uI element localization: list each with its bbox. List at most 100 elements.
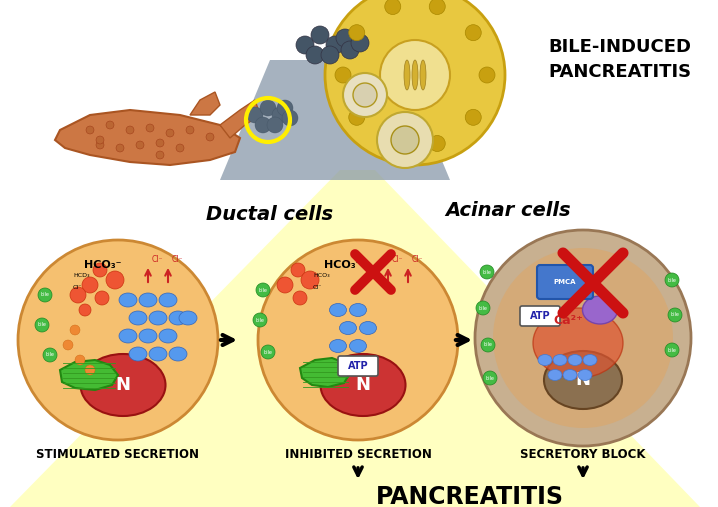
FancyBboxPatch shape	[338, 356, 378, 376]
Circle shape	[18, 240, 218, 440]
Ellipse shape	[583, 354, 597, 366]
Polygon shape	[60, 360, 118, 390]
Circle shape	[253, 313, 267, 327]
Circle shape	[256, 283, 270, 297]
Circle shape	[465, 25, 481, 41]
Circle shape	[483, 371, 497, 385]
Ellipse shape	[129, 347, 147, 361]
Circle shape	[465, 110, 481, 125]
Circle shape	[480, 265, 494, 279]
Circle shape	[391, 126, 419, 154]
Ellipse shape	[538, 354, 552, 366]
Circle shape	[86, 126, 94, 134]
Text: PMCA: PMCA	[554, 279, 577, 285]
Ellipse shape	[149, 311, 167, 325]
Text: INHIBITED SECRETION: INHIBITED SECRETION	[284, 449, 432, 461]
Ellipse shape	[582, 296, 617, 324]
Ellipse shape	[320, 354, 406, 416]
Text: PANCREATITIS: PANCREATITIS	[376, 485, 564, 507]
Circle shape	[75, 355, 85, 365]
Circle shape	[377, 112, 433, 168]
Text: bile: bile	[483, 343, 493, 347]
Circle shape	[293, 291, 307, 305]
Text: bile: bile	[256, 317, 264, 322]
Ellipse shape	[119, 329, 137, 343]
Circle shape	[70, 287, 86, 303]
FancyBboxPatch shape	[520, 306, 560, 326]
Circle shape	[70, 325, 80, 335]
Circle shape	[63, 340, 73, 350]
Text: Cl⁻: Cl⁻	[172, 255, 184, 264]
Circle shape	[476, 301, 490, 315]
Text: bile: bile	[264, 349, 272, 354]
Text: HCO₃⁻: HCO₃⁻	[84, 260, 122, 270]
Circle shape	[326, 36, 344, 54]
Circle shape	[258, 240, 458, 440]
Ellipse shape	[149, 347, 167, 361]
Ellipse shape	[169, 347, 187, 361]
Ellipse shape	[129, 311, 147, 325]
Circle shape	[351, 34, 369, 52]
Circle shape	[341, 41, 359, 59]
Ellipse shape	[420, 60, 426, 90]
Circle shape	[325, 0, 505, 165]
Circle shape	[277, 100, 293, 116]
Text: Cl⁻: Cl⁻	[152, 255, 164, 264]
Circle shape	[479, 67, 495, 83]
Circle shape	[665, 273, 679, 287]
Circle shape	[380, 40, 450, 110]
Circle shape	[176, 144, 184, 152]
Ellipse shape	[568, 354, 582, 366]
Text: bile: bile	[485, 376, 495, 380]
Ellipse shape	[360, 321, 376, 335]
Circle shape	[429, 0, 445, 15]
Circle shape	[335, 67, 351, 83]
Circle shape	[35, 318, 49, 332]
Circle shape	[301, 271, 319, 289]
Text: Cl⁻: Cl⁻	[73, 285, 83, 290]
Text: HCO₃⁻: HCO₃⁻	[325, 260, 362, 270]
Circle shape	[96, 141, 104, 149]
Text: bile: bile	[45, 352, 55, 357]
Ellipse shape	[80, 354, 166, 416]
Text: bile: bile	[482, 270, 491, 274]
Text: Cl⁻: Cl⁻	[313, 285, 322, 290]
Ellipse shape	[412, 60, 418, 90]
Polygon shape	[10, 170, 700, 507]
Circle shape	[79, 304, 91, 316]
Ellipse shape	[179, 311, 197, 325]
Ellipse shape	[548, 370, 562, 380]
Ellipse shape	[563, 370, 577, 380]
Ellipse shape	[139, 329, 157, 343]
Text: Cl⁻: Cl⁻	[412, 255, 424, 264]
Circle shape	[353, 83, 377, 107]
Circle shape	[343, 73, 387, 117]
Circle shape	[255, 117, 271, 133]
Circle shape	[349, 110, 365, 125]
Ellipse shape	[578, 370, 592, 380]
Text: BILE-INDUCED
PANCREATITIS: BILE-INDUCED PANCREATITIS	[549, 38, 691, 81]
Circle shape	[321, 46, 339, 64]
Circle shape	[260, 100, 276, 116]
Ellipse shape	[350, 304, 366, 316]
Circle shape	[247, 107, 263, 123]
Circle shape	[106, 271, 124, 289]
Circle shape	[93, 263, 107, 277]
Circle shape	[277, 277, 293, 293]
Circle shape	[116, 144, 124, 152]
Circle shape	[206, 133, 214, 141]
Circle shape	[385, 135, 401, 152]
Polygon shape	[55, 110, 240, 165]
Circle shape	[296, 36, 314, 54]
Circle shape	[282, 110, 298, 126]
Circle shape	[475, 230, 691, 446]
Circle shape	[385, 0, 401, 15]
Circle shape	[336, 29, 354, 47]
Text: Cl⁻: Cl⁻	[392, 255, 404, 264]
Circle shape	[311, 26, 329, 44]
Circle shape	[261, 345, 275, 359]
Text: bile: bile	[40, 293, 50, 298]
Ellipse shape	[330, 304, 347, 316]
Text: HCO₃: HCO₃	[313, 273, 330, 278]
Text: Ductal cells: Ductal cells	[207, 205, 334, 225]
